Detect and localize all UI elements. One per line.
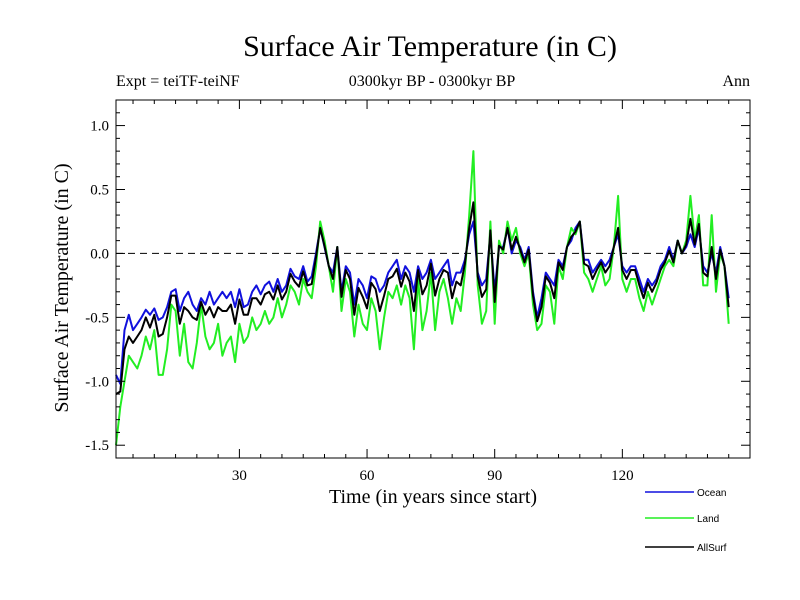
series-line-allsurf xyxy=(115,201,730,395)
series-line-land xyxy=(115,150,730,446)
legend-label-allsurf: AllSurf xyxy=(697,543,727,554)
series-line-ocean xyxy=(115,220,730,385)
y-tick-label: 0.0 xyxy=(90,246,109,262)
x-tick-label: 120 xyxy=(611,468,634,484)
x-axis-label: Time (in years since start) xyxy=(329,486,537,508)
y-tick-label: 0.5 xyxy=(90,183,109,199)
x-tick-label: 60 xyxy=(360,468,375,484)
y-tick-label: -1.0 xyxy=(85,374,109,390)
legend: Ocean Land AllSurf xyxy=(645,488,727,554)
legend-label-ocean: Ocean xyxy=(697,488,726,499)
season-label: Ann xyxy=(722,73,750,90)
x-tick-label: 30 xyxy=(232,468,247,484)
y-tick-label: 1.0 xyxy=(90,119,109,135)
y-tick-label: -1.5 xyxy=(85,438,109,454)
x-tick-label: 90 xyxy=(487,468,502,484)
legend-label-land: Land xyxy=(697,514,719,525)
y-tick-label: -0.5 xyxy=(85,310,109,326)
chart-title: Surface Air Temperature (in C) xyxy=(243,30,617,63)
chart-subtitle: 0300kyr BP - 0300kyr BP xyxy=(349,73,516,90)
experiment-label: Expt = teiTF-teiNF xyxy=(116,73,240,90)
plot-area: 30 60 90 120 -1.5 -1.0 -0.5 0.0 0.5 1.0 xyxy=(85,99,751,484)
y-axis-label: Surface Air Temperature (in C) xyxy=(51,163,73,412)
